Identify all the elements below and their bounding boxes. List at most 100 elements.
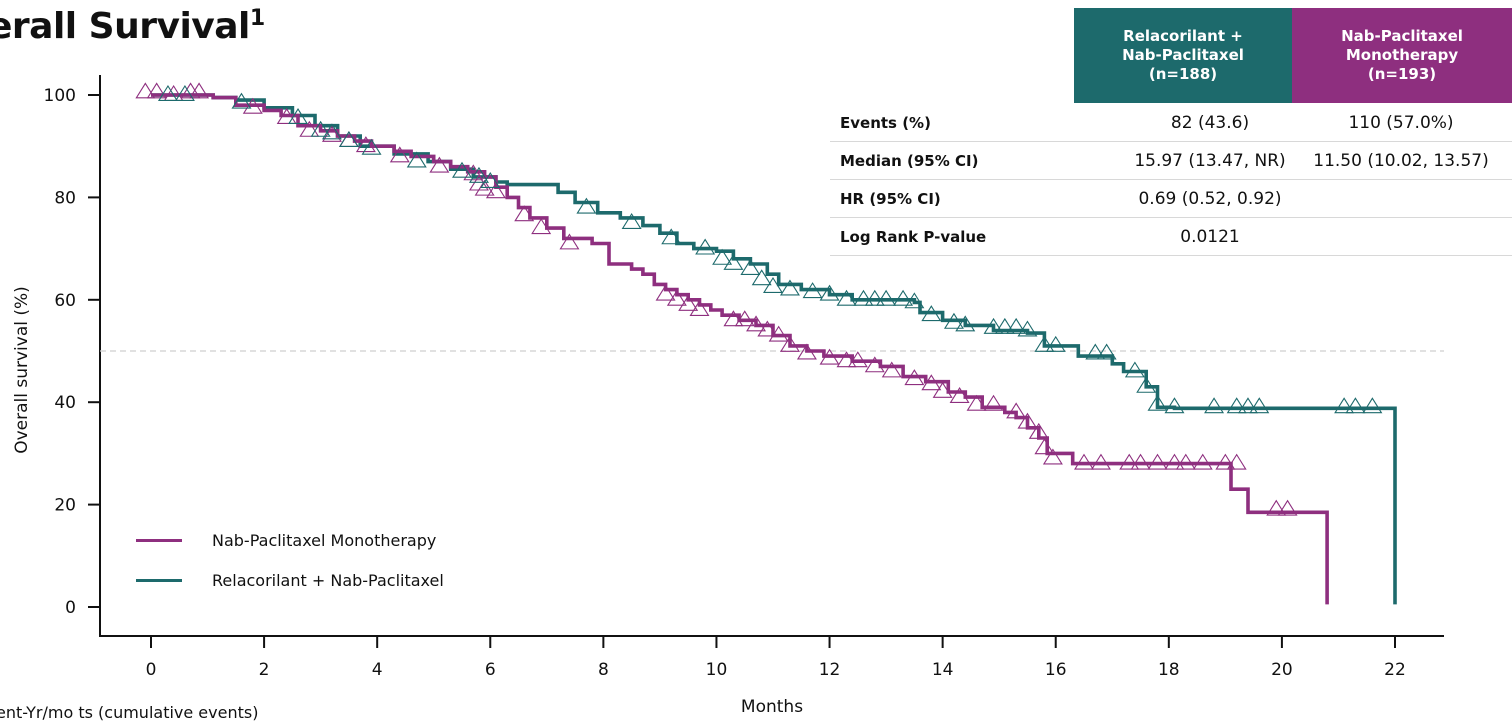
censor-marker xyxy=(921,305,942,322)
censor-marker xyxy=(734,310,755,327)
censor-marker xyxy=(723,253,744,270)
censor-marker xyxy=(1192,453,1213,470)
censor-marker xyxy=(695,238,716,255)
row-label: Median (95% CI) xyxy=(840,151,979,170)
censor-marker xyxy=(1074,453,1094,470)
censor-marker xyxy=(904,369,925,386)
y-tick-label: 80 xyxy=(54,188,76,208)
title-text: erall Survival xyxy=(0,6,250,47)
censor-marker xyxy=(983,317,1004,334)
censor-marker xyxy=(1237,397,1258,414)
censor-marker xyxy=(576,197,597,214)
censor-marker xyxy=(321,125,342,142)
censor-marker xyxy=(463,164,484,181)
header-nab-paclitaxel: Nab-Paclitaxel Monotherapy (n=193) xyxy=(1292,8,1512,103)
table-row: Events (%) 82 (43.6) 110 (57.0%) xyxy=(830,104,1512,142)
cell-nab-paclitaxel: 110 (57.0%) xyxy=(1348,112,1454,133)
censor-marker xyxy=(146,82,167,99)
censor-marker xyxy=(174,84,195,101)
censor-marker xyxy=(876,289,897,306)
censor-marker xyxy=(1124,361,1145,378)
censor-marker xyxy=(864,356,885,373)
censor-marker xyxy=(689,300,710,316)
table-row: Log Rank P-value 0.0121 xyxy=(830,218,1512,256)
censor-marker xyxy=(1017,412,1038,429)
censor-marker xyxy=(531,218,552,235)
y-axis-label: Overall survival (%) xyxy=(12,286,32,454)
censor-marker xyxy=(955,315,976,332)
censor-marker xyxy=(1249,397,1270,414)
censor-marker xyxy=(712,248,733,265)
censor-marker xyxy=(485,182,506,199)
x-tick-label: 12 xyxy=(819,660,841,680)
censor-marker xyxy=(452,161,472,178)
x-tick-label: 2 xyxy=(259,660,270,680)
y-tick-label: 20 xyxy=(54,496,76,516)
censor-marker xyxy=(480,172,501,188)
cell-relacorilant: 0.0121 xyxy=(1180,226,1240,247)
cell-nab-paclitaxel: 11.50 (10.02, 13.57) xyxy=(1313,150,1489,171)
censor-marker xyxy=(921,374,942,391)
censor-marker xyxy=(1034,438,1055,455)
row-label: HR (95% CI) xyxy=(840,189,941,208)
header-relacorilant: Relacorilant + Nab-Paclitaxel (n=188) xyxy=(1074,8,1292,103)
censor-marker xyxy=(1226,453,1247,470)
censor-marker xyxy=(1226,397,1247,414)
legend-swatch xyxy=(136,538,182,542)
censor-marker xyxy=(361,138,382,155)
x-axis-label: Months xyxy=(741,697,803,717)
x-tick-label: 16 xyxy=(1045,660,1067,680)
censor-marker xyxy=(666,289,687,306)
x-tick-label: 20 xyxy=(1271,660,1293,680)
row-label: Events (%) xyxy=(840,113,931,132)
censor-marker xyxy=(994,317,1015,334)
x-tick-label: 10 xyxy=(706,660,728,680)
censor-marker xyxy=(819,348,840,365)
censor-marker xyxy=(355,136,376,153)
censor-marker xyxy=(1096,343,1117,360)
y-tick-label: 40 xyxy=(54,393,76,413)
censor-marker xyxy=(299,120,320,137)
x-tick-label: 22 xyxy=(1384,660,1406,680)
censor-marker xyxy=(881,361,902,378)
legend-item-nab-paclitaxel: Nab-Paclitaxel Monotherapy xyxy=(136,520,444,560)
x-tick-label: 0 xyxy=(146,660,157,680)
censor-marker xyxy=(135,82,156,99)
censor-marker xyxy=(288,108,309,124)
censor-marker xyxy=(796,343,817,360)
chart-title: erall Survival1 xyxy=(0,6,265,47)
censor-marker xyxy=(559,233,580,250)
x-tick-label: 4 xyxy=(372,660,383,680)
censor-marker xyxy=(406,151,427,168)
censor-marker xyxy=(1090,453,1111,470)
censor-marker xyxy=(779,279,800,296)
censor-marker xyxy=(847,351,868,368)
censor-marker xyxy=(1006,317,1027,334)
censor-marker xyxy=(321,123,342,140)
table-row: HR (95% CI) 0.69 (0.52, 0.92) xyxy=(830,180,1512,218)
censor-marker xyxy=(740,259,761,276)
censor-marker xyxy=(802,282,823,299)
censor-marker xyxy=(904,292,925,309)
footnote: ent-Yr/mo ts (cumulative events) xyxy=(0,703,259,722)
legend-label: Relacorilant + Nab-Paclitaxel xyxy=(212,570,444,590)
censor-marker xyxy=(1042,448,1063,465)
censor-marker xyxy=(1045,335,1066,352)
cell-relacorilant: 82 (43.6) xyxy=(1170,112,1250,133)
censor-marker xyxy=(1277,499,1298,516)
censor-marker xyxy=(1034,335,1055,352)
y-tick-label: 0 xyxy=(65,598,76,618)
row-label: Log Rank P-value xyxy=(840,227,987,246)
censor-marker xyxy=(655,284,676,301)
censor-marker xyxy=(189,82,210,99)
legend-swatch xyxy=(136,578,182,582)
censor-marker xyxy=(966,394,987,411)
censor-marker xyxy=(768,325,789,342)
censor-marker xyxy=(1147,394,1168,411)
censor-marker xyxy=(1215,453,1236,470)
censor-marker xyxy=(338,131,359,148)
censor-marker xyxy=(231,92,252,109)
censor-marker xyxy=(242,97,263,114)
censor-marker xyxy=(468,166,489,183)
